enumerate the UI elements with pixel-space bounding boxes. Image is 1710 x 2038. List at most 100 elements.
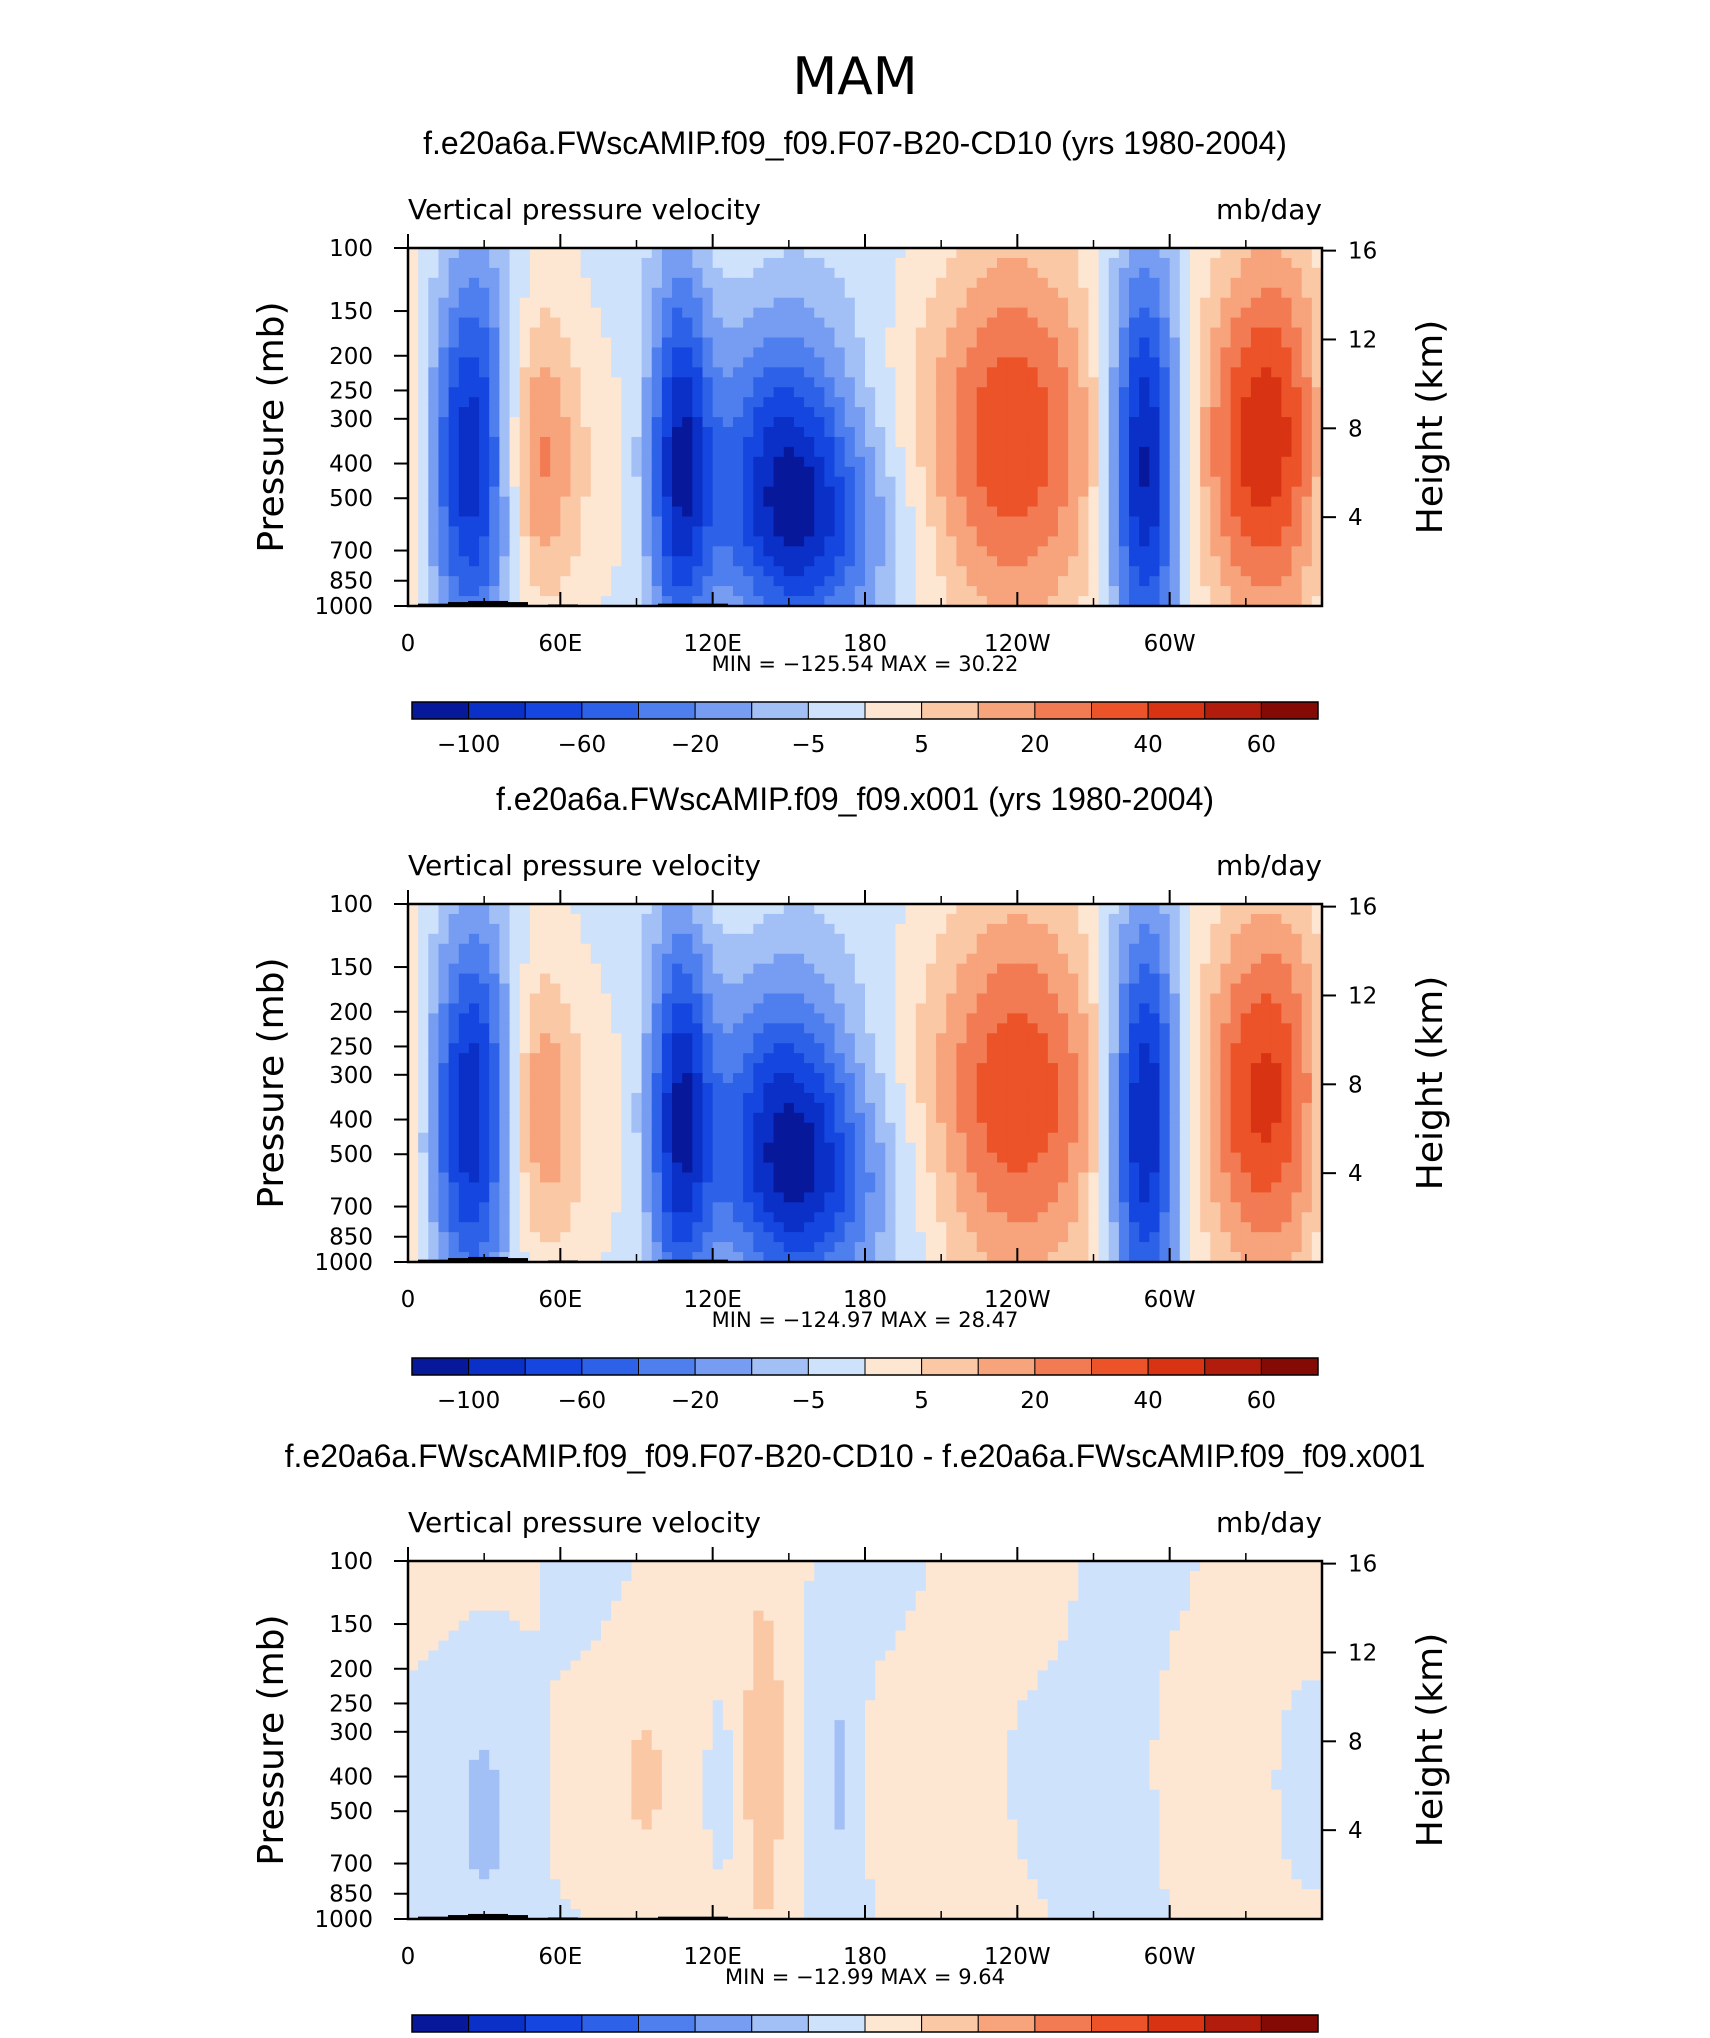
- contour-cell: [936, 307, 947, 319]
- contour-cell: [641, 377, 653, 388]
- contour-cell: [1017, 277, 1029, 289]
- contour-cell: [1169, 466, 1181, 478]
- contour-cell: [997, 576, 1008, 587]
- contour-cell: [753, 347, 765, 358]
- contour-cell: [600, 1053, 612, 1064]
- contour-cell: [1210, 546, 1222, 557]
- contour-cell: [1189, 377, 1201, 388]
- contour-cell: [854, 317, 866, 329]
- contour-cell: [722, 496, 734, 508]
- y-axis-title: Pressure (mb): [251, 301, 292, 552]
- contour-cell: [763, 327, 775, 339]
- contour-cell: [1007, 427, 1018, 438]
- contour-cell: [631, 317, 643, 329]
- contour-cell: [1108, 546, 1120, 557]
- contour-cell: [550, 267, 561, 279]
- contour-cell: [468, 1073, 480, 1084]
- contour-cell: [783, 257, 795, 269]
- contour-cell: [895, 496, 907, 508]
- contour-cell: [1230, 983, 1242, 995]
- contour-cell: [1057, 1043, 1069, 1054]
- contour-cell: [550, 347, 561, 358]
- contour-cell: [448, 297, 460, 309]
- contour-cell: [489, 556, 500, 567]
- contour-cell: [773, 367, 785, 378]
- contour-cell: [519, 456, 531, 468]
- contour-cell: [1047, 496, 1059, 508]
- contour-cell: [976, 1023, 988, 1034]
- contour-cell: [1250, 417, 1262, 428]
- contour-cell: [692, 1043, 704, 1054]
- contour-cell: [682, 307, 693, 319]
- contour-cell: [824, 993, 836, 1005]
- contour-cell: [1291, 1023, 1303, 1034]
- contour-cell: [448, 526, 460, 537]
- contour-cell: [1159, 983, 1171, 995]
- contour-cell: [702, 963, 714, 975]
- contour-cell: [1118, 387, 1130, 398]
- contour-cell: [631, 307, 643, 319]
- contour-cell: [986, 586, 998, 597]
- contour-cell: [631, 566, 643, 577]
- contour-cell: [499, 1063, 511, 1074]
- contour-cell: [468, 963, 480, 975]
- contour-cell: [773, 257, 785, 269]
- contour-cell: [611, 953, 622, 965]
- contour-cell: [479, 576, 490, 587]
- contour-cell: [1189, 337, 1201, 349]
- contour-cell: [997, 913, 1008, 925]
- contour-cell: [722, 267, 734, 279]
- contour-cell: [793, 257, 805, 269]
- x-tick-label: 60W: [1144, 631, 1196, 657]
- contour-cell: [1129, 933, 1140, 945]
- contour-cell: [915, 1033, 927, 1044]
- contour-cell: [793, 566, 805, 577]
- contour-cell: [773, 1033, 785, 1044]
- contour-cell: [458, 556, 470, 567]
- contour-cell: [1098, 1003, 1110, 1014]
- contour-cell: [875, 993, 886, 1005]
- contour-cell: [611, 1003, 622, 1014]
- contour-cell: [479, 248, 490, 259]
- contour-cell: [1200, 506, 1211, 518]
- contour-cell: [773, 476, 785, 488]
- contour-cell: [661, 993, 673, 1005]
- contour-cell: [702, 347, 714, 358]
- contour-cell: [753, 397, 765, 408]
- contour-cell: [1027, 476, 1039, 488]
- contour-cell: [793, 1043, 805, 1054]
- contour-cell: [1007, 397, 1018, 408]
- contour-cell: [946, 953, 957, 965]
- contour-cell: [1078, 536, 1090, 547]
- contour-cell: [712, 556, 724, 567]
- contour-cell: [804, 506, 815, 518]
- contour-cell: [1007, 576, 1018, 587]
- contour-cell: [438, 317, 450, 329]
- contour-cell: [1078, 953, 1090, 965]
- contour-cell: [479, 297, 490, 309]
- contour-cell: [773, 576, 785, 587]
- contour-cell: [590, 407, 602, 418]
- contour-cell: [1088, 923, 1100, 935]
- contour-cell: [1129, 576, 1140, 587]
- contour-cell: [773, 993, 785, 1005]
- contour-cell: [793, 586, 805, 597]
- contour-cell: [611, 983, 622, 995]
- contour-cell: [682, 556, 693, 567]
- contour-cell: [824, 297, 836, 309]
- contour-cell: [1027, 1013, 1039, 1024]
- contour-cell: [936, 387, 947, 398]
- contour-cell: [499, 904, 511, 915]
- contour-cell: [590, 526, 602, 537]
- contour-cell: [773, 1073, 785, 1084]
- contour-cell: [844, 596, 856, 607]
- contour-cell: [489, 297, 500, 309]
- contour-cell: [804, 1013, 815, 1024]
- contour-cell: [468, 516, 480, 528]
- contour-cell: [1250, 546, 1262, 557]
- contour-cell: [1098, 943, 1110, 955]
- contour-cell: [915, 943, 927, 955]
- contour-cell: [1240, 327, 1252, 339]
- contour-cell: [854, 1033, 866, 1044]
- contour-cell: [824, 963, 836, 975]
